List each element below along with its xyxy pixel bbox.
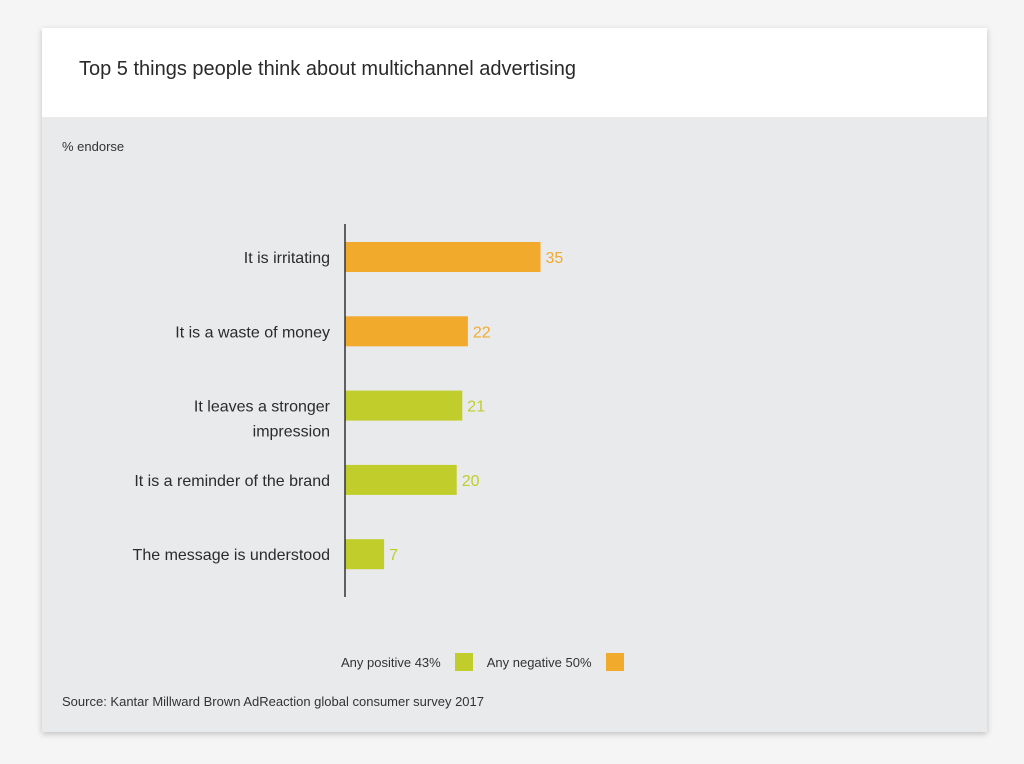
legend-label-positive: Any positive 43% [341, 654, 441, 670]
bar-1 [345, 316, 468, 347]
chart-card: Top 5 things people think about multicha… [42, 28, 987, 732]
legend-item-negative: Any negative 50% [487, 653, 624, 671]
unit-label: % endorse [62, 139, 125, 154]
data-label-1: 22 [473, 324, 491, 341]
legend-label-negative: Any negative 50% [486, 654, 592, 670]
data-label-2: 21 [467, 399, 485, 416]
chart-title: Top 5 things people think about multicha… [79, 58, 576, 80]
chart-header: Top 5 things people think about multicha… [42, 28, 987, 117]
data-label-3: 20 [462, 473, 480, 490]
data-label-4: 7 [389, 547, 398, 564]
legend: Any positive 43% Any negative 50% [341, 653, 638, 671]
data-label-0: 35 [546, 250, 564, 267]
category-label-2: It leaves a stronger impression [194, 399, 331, 441]
bar-2 [345, 390, 463, 421]
source-note: Source: Kantar Millward Brown AdReaction… [62, 694, 484, 709]
bar-3 [345, 464, 457, 495]
legend-swatch-negative [605, 653, 624, 671]
bar-chart: 35 It is irritating 22 It is a waste of mon… [133, 224, 564, 597]
category-label-0: It is irritating [244, 250, 330, 267]
category-label-4: The message is understood [133, 547, 330, 564]
bar-0 [345, 242, 541, 272]
category-label-3: It is a reminder of the brand [134, 473, 330, 490]
legend-swatch-positive [454, 653, 473, 671]
bar-4 [345, 539, 385, 570]
category-label-1: It is a waste of money [175, 324, 330, 341]
legend-item-positive: Any positive 43% [341, 653, 473, 671]
